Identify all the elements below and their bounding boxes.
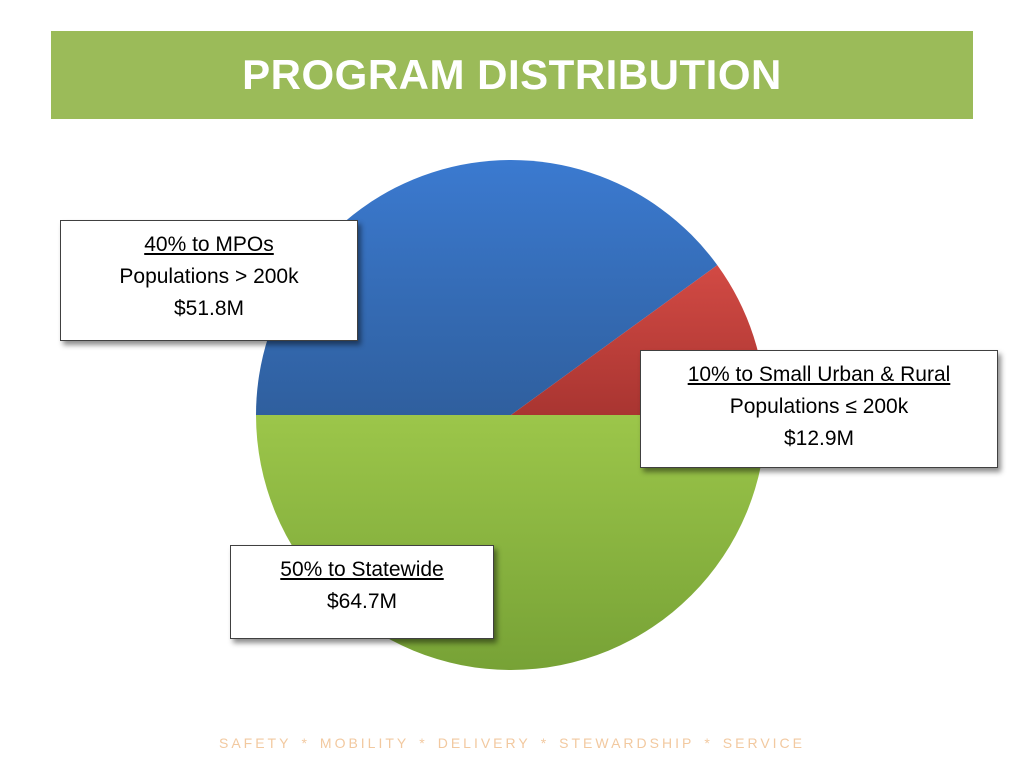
callout-small-population: Populations ≤ 200k	[729, 395, 909, 418]
callout-mpos-heading: 40% to MPOs	[144, 233, 274, 256]
title-banner: PROGRAM DISTRIBUTION	[51, 31, 973, 119]
callout-mpos: 40% to MPOs Populations > 200k $51.8M	[60, 220, 358, 341]
callout-statewide: 50% to Statewide $64.7M	[230, 545, 494, 639]
callout-mpos-amount: $51.8M	[173, 297, 245, 320]
footer-separator: *	[704, 735, 713, 751]
footer-item-mobility: MOBILITY	[319, 735, 410, 751]
footer-item-stewardship: STEWARDSHIP	[559, 735, 695, 751]
page-title: PROGRAM DISTRIBUTION	[242, 51, 782, 98]
footer-item-delivery: DELIVERY	[437, 735, 531, 751]
footer-item-safety: SAFETY	[218, 735, 292, 751]
footer-item-service: SERVICE	[722, 735, 805, 751]
footer-separator: *	[540, 735, 550, 751]
callout-small-amount: $12.9M	[783, 427, 855, 450]
callout-small-urban-rural: 10% to Small Urban & Rural Populations ≤…	[640, 350, 998, 468]
callout-small-heading: 10% to Small Urban & Rural	[687, 363, 951, 386]
callout-mpos-population: Populations > 200k	[119, 265, 299, 288]
footer-separator: *	[301, 735, 310, 751]
callout-statewide-heading: 50% to Statewide	[280, 558, 444, 581]
pie-slice-mpos	[256, 159, 718, 415]
footer-tagline: SAFETY * MOBILITY * DELIVERY * STEWARDSHIP * SER…	[0, 735, 1024, 751]
callout-statewide-amount: $64.7M	[326, 590, 398, 613]
footer-separator: *	[419, 735, 428, 751]
